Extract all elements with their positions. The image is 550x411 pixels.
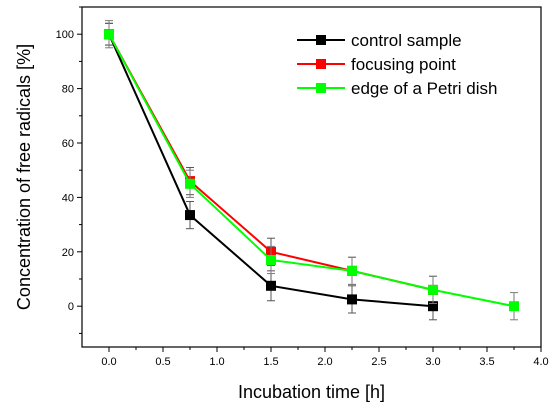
- data-point: [428, 301, 438, 312]
- y-tick-label: 40: [62, 192, 74, 204]
- y-tick-label: 100: [56, 29, 74, 41]
- data-point: [185, 178, 195, 189]
- x-tick-label: 4.0: [533, 356, 548, 368]
- legend-marker: [316, 83, 326, 93]
- y-tick-label: 20: [62, 247, 74, 259]
- data-series: [104, 20, 519, 321]
- x-tick-label: 3.0: [425, 356, 440, 368]
- data-point: [509, 301, 519, 312]
- y-axis-ticks: 0 20 40 60 80 100: [56, 6, 82, 334]
- data-point: [347, 294, 357, 305]
- x-tick-label: 1.0: [209, 356, 224, 368]
- y-axis-title: Concentration of free radicals [%]: [14, 44, 34, 310]
- legend-label: edge of a Petri dish: [351, 79, 497, 98]
- data-point: [266, 254, 276, 265]
- y-tick-label: 80: [62, 84, 74, 96]
- data-point: [428, 284, 438, 295]
- data-point: [347, 265, 357, 276]
- legend-label: control sample: [351, 31, 462, 50]
- x-axis-ticks: 0.0 0.5 1.0 1.5 2.0 2.5 3.0 3.5 4.0: [101, 347, 549, 368]
- plot-border: [81, 6, 542, 348]
- y-tick-label: 60: [62, 138, 74, 150]
- legend-marker: [316, 59, 326, 69]
- y-tick-label: 0: [68, 301, 74, 313]
- data-point: [185, 210, 195, 221]
- x-axis-title: Incubation time [h]: [238, 382, 385, 402]
- series-edge-of-a-petri-dish: [104, 20, 519, 321]
- series-line: [108, 33, 515, 308]
- data-point: [104, 29, 114, 40]
- x-tick-label: 2.0: [317, 356, 332, 368]
- x-tick-label: 2.5: [371, 356, 386, 368]
- legend-marker: [316, 35, 326, 45]
- x-tick-label: 0.5: [155, 356, 170, 368]
- x-tick-label: 3.5: [479, 356, 494, 368]
- data-point: [266, 280, 276, 291]
- legend-label: focusing point: [351, 55, 456, 74]
- x-tick-label: 1.5: [263, 356, 278, 368]
- plot-frame: [81, 6, 542, 348]
- x-tick-label: 0.0: [101, 356, 116, 368]
- legend: control sample focusing point edge of a Pe…: [297, 31, 497, 98]
